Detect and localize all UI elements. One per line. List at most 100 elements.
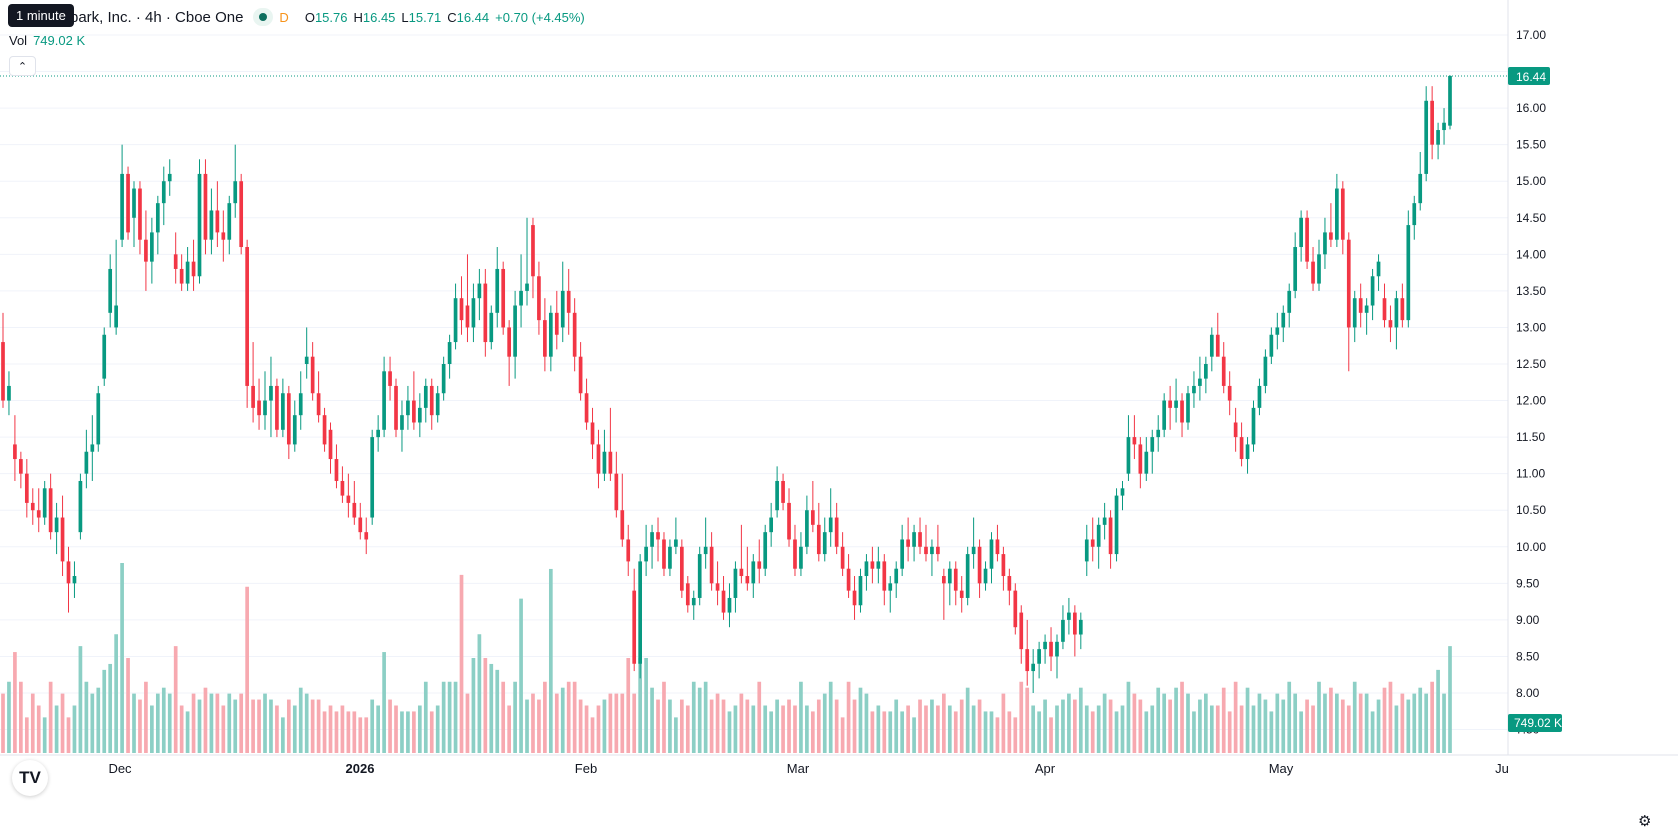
candle-body bbox=[495, 268, 500, 313]
volume-bar bbox=[840, 717, 845, 753]
candle-body bbox=[620, 510, 625, 540]
candle-body bbox=[7, 385, 11, 401]
candle-body bbox=[1180, 400, 1184, 423]
volume-bar bbox=[36, 705, 41, 753]
volume-bar bbox=[340, 705, 345, 753]
candle-body bbox=[1031, 663, 1036, 672]
volume-bar bbox=[852, 699, 857, 753]
y-tick-label: 13.00 bbox=[1516, 320, 1546, 334]
candle-body bbox=[1287, 290, 1292, 313]
candle-body bbox=[1132, 437, 1137, 445]
volume-bar bbox=[507, 705, 511, 753]
volume-bar bbox=[1293, 693, 1298, 753]
y-tick-label: 12.00 bbox=[1516, 394, 1546, 408]
volume-bar bbox=[572, 681, 577, 753]
candle-body bbox=[864, 561, 869, 577]
volume-bar bbox=[936, 705, 940, 753]
price-badge-bg bbox=[1508, 66, 1550, 85]
candle-body bbox=[1156, 429, 1161, 438]
symbol-title[interactable]: park, Inc. · 4h · Cboe One bbox=[70, 8, 244, 26]
volume-bar bbox=[126, 658, 130, 753]
volume-bar bbox=[417, 705, 422, 753]
volume-bar bbox=[1150, 705, 1155, 753]
volume-bar bbox=[197, 699, 202, 753]
candle-body bbox=[1090, 539, 1095, 547]
dividend-flag[interactable]: D bbox=[279, 9, 289, 25]
volume-bar bbox=[1269, 711, 1274, 753]
candle-body bbox=[1162, 400, 1167, 430]
candle-body bbox=[54, 517, 59, 533]
candle-body bbox=[1394, 298, 1399, 328]
candle-body bbox=[1382, 298, 1387, 321]
volume-bar bbox=[191, 693, 196, 753]
candle-body bbox=[691, 597, 696, 606]
candle-body bbox=[209, 210, 214, 240]
candle-body bbox=[447, 342, 452, 364]
gear-icon[interactable]: ⚙ bbox=[1638, 813, 1652, 830]
volume-bar bbox=[1257, 693, 1262, 753]
candle-body bbox=[215, 210, 220, 233]
candle-body bbox=[150, 232, 154, 262]
candle-body bbox=[608, 451, 613, 474]
volume-bar bbox=[441, 681, 446, 753]
candle-body bbox=[1406, 225, 1411, 321]
volume-bar bbox=[1358, 693, 1363, 753]
volume-bar bbox=[304, 693, 309, 753]
candle-body bbox=[1281, 312, 1286, 328]
candle-body bbox=[364, 532, 369, 540]
candle-body bbox=[1245, 444, 1250, 460]
volume-bar bbox=[882, 711, 887, 753]
volume-bar bbox=[221, 705, 226, 753]
volume-bar bbox=[644, 658, 648, 753]
candle-body bbox=[1311, 261, 1315, 284]
candle-body bbox=[60, 517, 65, 562]
candle-body bbox=[1340, 188, 1345, 240]
candle-body bbox=[322, 415, 327, 445]
volume-bar bbox=[1376, 699, 1381, 753]
volume-bar bbox=[977, 699, 982, 753]
interval-tooltip: 1 minute bbox=[8, 4, 74, 27]
candle-body bbox=[554, 312, 559, 335]
candle-body bbox=[459, 298, 464, 321]
candle-body bbox=[560, 290, 565, 328]
candle-body bbox=[739, 568, 744, 577]
volume-bar bbox=[1287, 681, 1292, 753]
x-tick-label: Mar bbox=[787, 761, 810, 776]
candle-body bbox=[36, 510, 41, 518]
volume-bar bbox=[1221, 687, 1226, 753]
volume-bar bbox=[1281, 699, 1286, 753]
volume-bar bbox=[1001, 693, 1006, 753]
volume-bar bbox=[275, 705, 279, 753]
candle-body bbox=[1412, 203, 1417, 226]
volume-bar bbox=[1352, 681, 1357, 753]
candle-body bbox=[793, 539, 797, 569]
candle-body bbox=[417, 407, 422, 423]
volume-bar bbox=[412, 711, 416, 753]
volume-bar bbox=[656, 699, 660, 753]
candle-body bbox=[650, 532, 654, 547]
collapse-legend-button[interactable]: ⌃ bbox=[9, 56, 36, 76]
volume-bar bbox=[13, 652, 17, 753]
volume-bar bbox=[525, 699, 529, 753]
market-status-icon[interactable] bbox=[253, 8, 274, 26]
volume-bar bbox=[674, 717, 678, 753]
volume-bar bbox=[453, 681, 458, 753]
volume-bar bbox=[310, 699, 315, 753]
volume-bar bbox=[406, 711, 410, 753]
tradingview-logo[interactable]: TV bbox=[12, 760, 48, 796]
volume-bar bbox=[787, 699, 791, 753]
candle-body bbox=[679, 546, 684, 591]
y-tick-label: 12.50 bbox=[1516, 357, 1546, 371]
volume-bar bbox=[1275, 693, 1280, 753]
candle-body bbox=[1364, 305, 1369, 313]
candle-body bbox=[310, 356, 315, 394]
candle-body bbox=[745, 576, 750, 584]
candle-body bbox=[888, 583, 893, 591]
candle-body bbox=[942, 576, 946, 584]
volume-bar bbox=[132, 693, 136, 753]
candle-body bbox=[1114, 495, 1119, 555]
candle-body bbox=[197, 173, 202, 277]
volume-bar bbox=[763, 705, 768, 753]
